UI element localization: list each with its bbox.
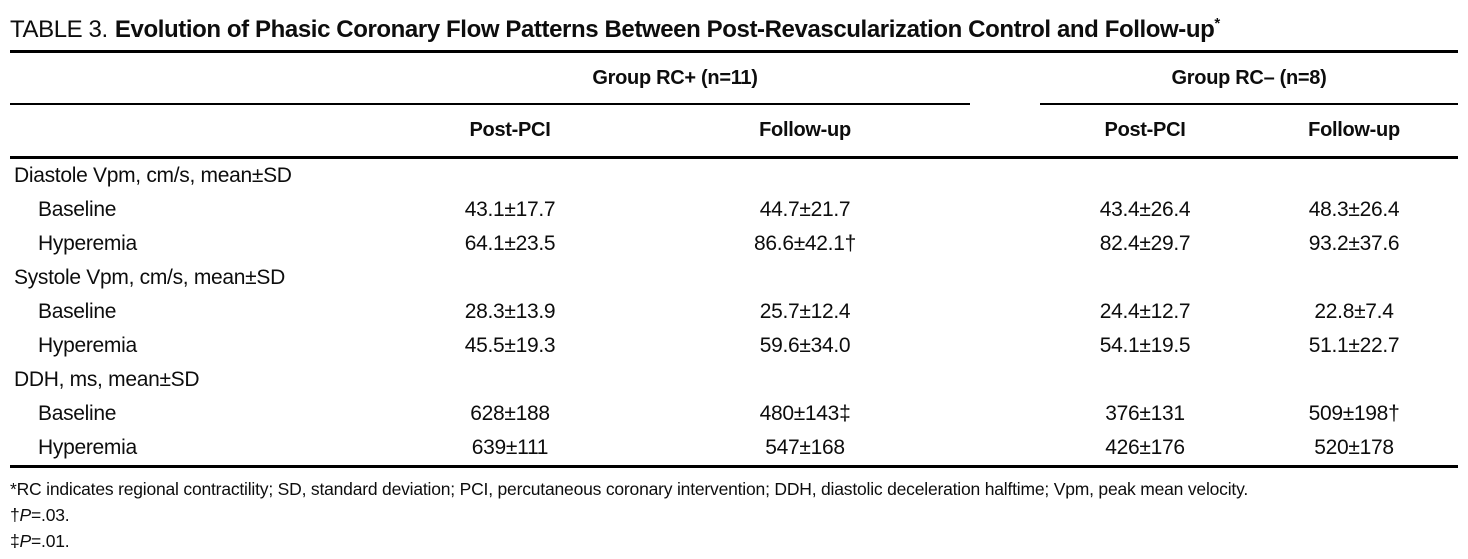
cell-value: 43.4±26.4 bbox=[1099, 198, 1191, 221]
table-title-text: Evolution of Phasic Coronary Flow Patter… bbox=[114, 16, 1215, 43]
col-header-followup-rcminus: Follow-up bbox=[1250, 104, 1459, 159]
cell-value: 509±198† bbox=[1308, 402, 1400, 425]
cell-value: 628±188 bbox=[470, 402, 550, 425]
section-row-systole: Systole Vpm, cm/s, mean±SD bbox=[10, 261, 1458, 295]
gap-cell bbox=[970, 329, 1040, 363]
cell-value bbox=[380, 261, 640, 295]
cell-value: 54.1±19.5 bbox=[1099, 334, 1191, 357]
cell-value: 48.3±26.4 bbox=[1308, 198, 1400, 221]
section-row-ddh: DDH, ms, mean±SD bbox=[10, 363, 1458, 397]
row-label: Baseline bbox=[38, 198, 117, 221]
section-row-diastole: Diastole Vpm, cm/s, mean±SD bbox=[10, 158, 1458, 194]
cell-value: 93.2±37.6 bbox=[1308, 232, 1400, 255]
cell-value: 43.1±17.7 bbox=[464, 198, 556, 221]
gap-cell bbox=[970, 261, 1040, 295]
col-header-followup-rcplus: Follow-up bbox=[640, 104, 971, 159]
stub-header-empty bbox=[10, 53, 380, 105]
gap-cell bbox=[970, 158, 1040, 194]
footnote-pvalue-text: =.03. bbox=[31, 505, 70, 525]
cell-value: 28.3±13.9 bbox=[464, 300, 556, 323]
footnote-marker: ‡ bbox=[10, 531, 20, 551]
cell-value: 45.5±19.3 bbox=[464, 334, 556, 357]
cell-value: 82.4±29.7 bbox=[1099, 232, 1191, 255]
cell-value bbox=[1040, 261, 1250, 295]
col-header-postpci-rcminus: Post-PCI bbox=[1040, 104, 1251, 159]
cell-value: 64.1±23.5 bbox=[464, 232, 556, 255]
row-label: Baseline bbox=[38, 300, 117, 323]
cell-value: 480±143‡ bbox=[759, 402, 851, 425]
table-row-diastole-baseline: Baseline 43.1±17.7 44.7±21.7 43.4±26.4 4… bbox=[10, 193, 1458, 227]
row-label: Hyperemia bbox=[38, 334, 137, 357]
cell-value: 22.8±7.4 bbox=[1314, 300, 1394, 323]
cell-value bbox=[1250, 261, 1458, 295]
cell-value bbox=[640, 158, 970, 194]
title-footnote-marker: * bbox=[1214, 15, 1220, 32]
table-row-ddh-hyperemia: Hyperemia 639±111 547±168 426±176 520±17… bbox=[10, 431, 1458, 467]
cell-value: 86.6±42.1† bbox=[754, 232, 856, 255]
top-rule bbox=[10, 50, 1458, 53]
row-label: DDH, ms, mean±SD bbox=[14, 368, 200, 391]
footnote-pvalue-var: P bbox=[19, 505, 32, 525]
group-header-rc-minus: Group RC– (n=8) bbox=[1040, 53, 1459, 105]
group-gap bbox=[970, 53, 1040, 104]
gap-cell bbox=[970, 295, 1040, 329]
cell-value bbox=[640, 363, 970, 397]
footnote-dagger: †P=.03. bbox=[10, 502, 1458, 528]
cell-value: 25.7±12.4 bbox=[759, 300, 851, 323]
cell-value: 44.7±21.7 bbox=[759, 198, 851, 221]
footnote-pvalue-var: P bbox=[19, 531, 32, 551]
footnote-pvalue-text: =.01. bbox=[31, 531, 70, 551]
row-label: Baseline bbox=[38, 402, 117, 425]
cell-value: 639±111 bbox=[471, 436, 549, 459]
cell-value bbox=[380, 363, 640, 397]
group-header-rc-plus: Group RC+ (n=11) bbox=[380, 53, 971, 105]
row-label: Hyperemia bbox=[38, 436, 137, 459]
table-title: TABLE 3. Evolution of Phasic Coronary Flo… bbox=[10, 6, 1458, 48]
gap-cell bbox=[970, 363, 1040, 397]
col-header-postpci-rcplus: Post-PCI bbox=[380, 104, 640, 159]
cell-value: 520±178 bbox=[1314, 436, 1394, 459]
cell-value: 426±176 bbox=[1105, 436, 1185, 459]
table-row-diastole-hyperemia: Hyperemia 64.1±23.5 86.6±42.1† 82.4±29.7… bbox=[10, 227, 1458, 261]
table-row-systole-hyperemia: Hyperemia 45.5±19.3 59.6±34.0 54.1±19.5 … bbox=[10, 329, 1458, 363]
gap-cell bbox=[970, 431, 1040, 467]
cell-value bbox=[1250, 363, 1458, 397]
stub-subheader-empty bbox=[10, 104, 380, 159]
cell-value: 547±168 bbox=[765, 436, 845, 459]
cell-value: 376±131 bbox=[1105, 402, 1185, 425]
column-header-row: Post-PCI Follow-up Post-PCI Follow-up bbox=[10, 104, 1459, 159]
cell-value: 51.1±22.7 bbox=[1308, 334, 1400, 357]
cell-value bbox=[380, 158, 640, 194]
row-label: Hyperemia bbox=[38, 232, 137, 255]
footnotes: *RC indicates regional contractility; SD… bbox=[10, 468, 1458, 554]
group-header-row: Group RC+ (n=11) Group RC– (n=8) bbox=[10, 53, 1459, 105]
cell-value bbox=[1250, 158, 1458, 194]
footnote-abbreviations: *RC indicates regional contractility; SD… bbox=[10, 479, 1248, 499]
table-row-ddh-baseline: Baseline 628±188 480±143‡ 376±131 509±19… bbox=[10, 397, 1458, 431]
row-label: Diastole Vpm, cm/s, mean±SD bbox=[14, 164, 292, 187]
cell-value bbox=[640, 261, 970, 295]
gap-cell bbox=[970, 193, 1040, 227]
subheader-gap bbox=[970, 104, 1041, 159]
footnote-marker: † bbox=[10, 505, 20, 525]
table-row-systole-baseline: Baseline 28.3±13.9 25.7±12.4 24.4±12.7 2… bbox=[10, 295, 1458, 329]
flow-patterns-table: Group RC+ (n=11) Group RC– (n=8) Post-PC… bbox=[10, 53, 1459, 468]
cell-value bbox=[1040, 158, 1250, 194]
footnote-double-dagger: ‡P=.01. bbox=[10, 528, 1458, 554]
gap-cell bbox=[970, 227, 1040, 261]
row-label: Systole Vpm, cm/s, mean±SD bbox=[14, 266, 285, 289]
table-number: TABLE 3. bbox=[10, 16, 108, 43]
cell-value: 24.4±12.7 bbox=[1099, 300, 1191, 323]
gap-cell bbox=[970, 397, 1040, 431]
cell-value bbox=[1040, 363, 1250, 397]
cell-value: 59.6±34.0 bbox=[759, 334, 851, 357]
